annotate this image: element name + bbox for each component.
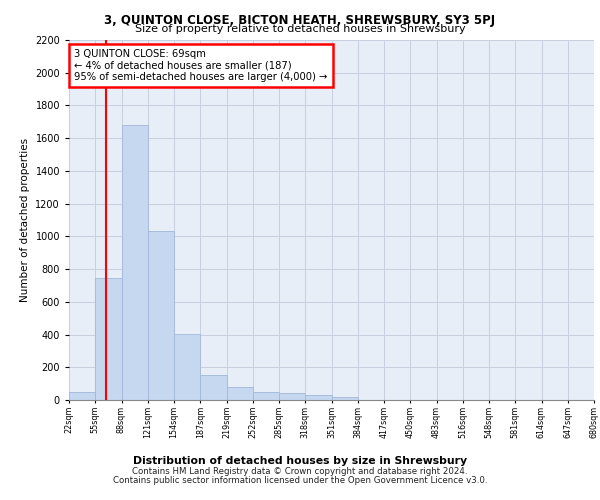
Bar (227, 387, 253, 400)
Text: Distribution of detached houses by size in Shrewsbury: Distribution of detached houses by size … (133, 456, 467, 466)
Bar (95, 278, 121, 400)
Bar (148, 232, 174, 400)
Bar (174, 334, 200, 400)
Bar (69, 392, 95, 400)
Bar (331, 396, 358, 400)
Text: Size of property relative to detached houses in Shrewsbury: Size of property relative to detached ho… (134, 24, 466, 34)
Y-axis label: Number of detached properties: Number of detached properties (20, 138, 29, 302)
Bar (305, 396, 331, 400)
Text: 3 QUINTON CLOSE: 69sqm
← 4% of detached houses are smaller (187)
95% of semi-det: 3 QUINTON CLOSE: 69sqm ← 4% of detached … (74, 49, 328, 82)
Bar (121, 125, 148, 400)
Bar (279, 394, 305, 400)
Text: 3, QUINTON CLOSE, BICTON HEATH, SHREWSBURY, SY3 5PJ: 3, QUINTON CLOSE, BICTON HEATH, SHREWSBU… (104, 14, 496, 27)
Text: Contains public sector information licensed under the Open Government Licence v3: Contains public sector information licen… (113, 476, 487, 485)
Bar (200, 376, 227, 400)
Text: Contains HM Land Registry data © Crown copyright and database right 2024.: Contains HM Land Registry data © Crown c… (132, 467, 468, 476)
Bar (253, 392, 279, 400)
